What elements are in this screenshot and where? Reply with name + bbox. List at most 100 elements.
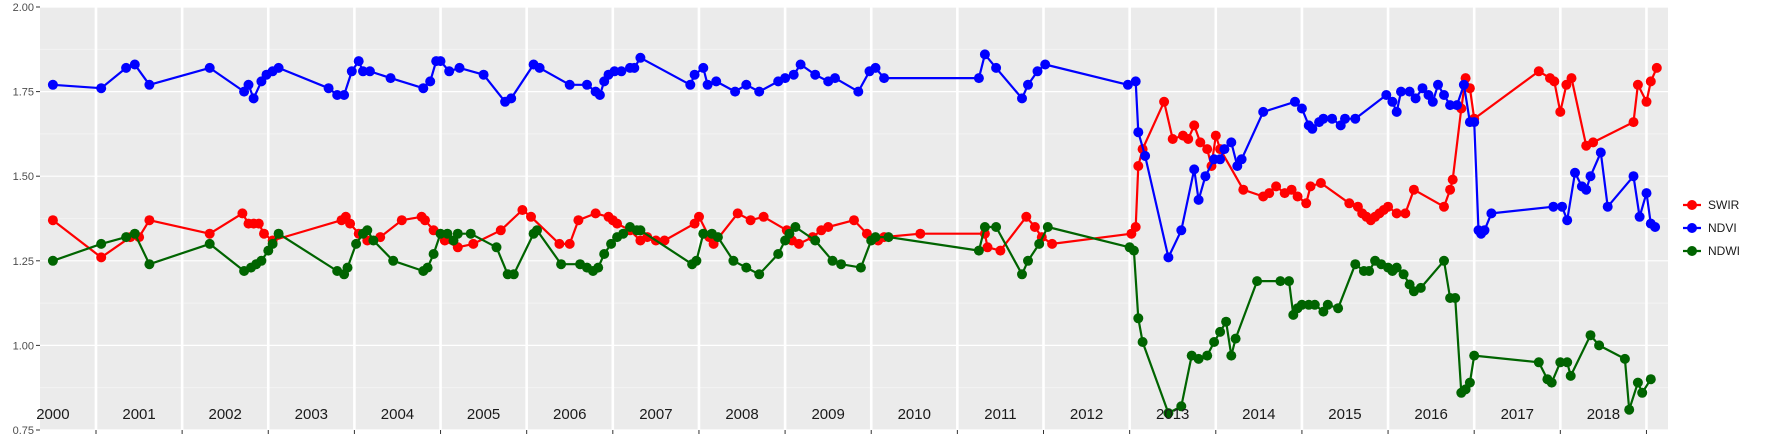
data-point-ndvi [1557, 201, 1568, 212]
data-point-ndwi [1209, 337, 1220, 347]
year-label: 2007 [639, 406, 672, 423]
data-point-ndwi [422, 262, 433, 273]
data-point-ndwi [606, 238, 617, 249]
data-point-ndvi [385, 73, 396, 84]
series-swir [47, 62, 1662, 263]
data-point-ndwi [1450, 293, 1461, 303]
data-point-swir [1549, 76, 1560, 87]
year-label: 2015 [1328, 406, 1361, 423]
data-point-swir [1167, 134, 1178, 144]
data-point-swir [694, 211, 704, 222]
data-point-swir [526, 211, 536, 222]
data-point-swir [1292, 191, 1303, 202]
data-point-ndwi [1275, 276, 1286, 287]
data-point-ndvi [1340, 113, 1350, 124]
data-point-ndwi [1284, 276, 1294, 287]
data-point-swir [345, 218, 356, 229]
data-point-ndwi [1137, 337, 1148, 347]
data-point-ndwi [1546, 377, 1557, 388]
y-tick-label: 1.00 [13, 340, 34, 352]
series-ndwi [47, 222, 1656, 419]
data-point-ndwi [1415, 282, 1426, 293]
data-point-ndwi [96, 238, 107, 249]
data-point-ndwi [855, 262, 866, 273]
data-point-swir [1400, 208, 1411, 219]
data-point-ndvi [1176, 225, 1187, 236]
data-point-swir [1383, 201, 1394, 212]
data-point-ndwi [635, 225, 646, 236]
data-point-swir [554, 238, 565, 249]
data-point-swir [1645, 76, 1656, 87]
data-point-ndvi [1396, 86, 1406, 97]
data-point-ndvi [1318, 113, 1329, 124]
data-point-ndvi [1296, 103, 1307, 114]
data-point-swir [47, 215, 58, 226]
data-point-ndwi [836, 259, 847, 270]
data-point-ndwi [1252, 276, 1263, 287]
data-point-ndwi [1439, 255, 1449, 266]
data-point-ndwi [1350, 259, 1361, 270]
data-point-swir [1555, 106, 1566, 117]
legend-key-point [1687, 223, 1697, 233]
data-point-swir [1189, 120, 1200, 131]
data-point-ndwi [121, 232, 132, 243]
data-point-swir [1271, 181, 1282, 192]
data-point-ndvi [444, 66, 455, 77]
data-point-ndwi [991, 222, 1002, 232]
data-point-swir [982, 242, 993, 253]
data-point-swir [1641, 96, 1652, 107]
year-label: 2011 [984, 406, 1016, 423]
data-point-ndwi [435, 228, 446, 239]
data-point-ndvi [1290, 96, 1300, 107]
data-point-ndwi [1215, 326, 1226, 337]
data-point-swir [590, 208, 601, 219]
data-point-swir [1286, 184, 1297, 195]
data-point-ndvi [204, 62, 215, 73]
year-labels: 2000 2001 2002 2003 2004 2005 2006 2007 2008 2009… [36, 406, 1620, 423]
data-point-ndvi [594, 90, 605, 100]
year-label: 2010 [898, 406, 931, 423]
data-point-ndvi [1641, 188, 1652, 199]
data-point-ndwi [593, 262, 604, 273]
data-point-ndwi [1226, 350, 1237, 361]
legend-item-ndwi: NDWI [1683, 244, 1740, 258]
y-tick-label: 1.25 [13, 256, 34, 268]
data-point-ndwi [1391, 262, 1402, 273]
data-point-ndvi [1581, 184, 1592, 195]
data-point-ndwi [1176, 401, 1187, 412]
series-ndvi [47, 49, 1661, 263]
data-point-ndwi [1632, 377, 1643, 388]
data-point-ndvi [711, 76, 722, 87]
data-point-ndvi [1628, 171, 1639, 182]
data-point-swir [1159, 96, 1170, 107]
data-point-ndwi [1202, 350, 1213, 361]
data-point-swir [1264, 188, 1275, 199]
data-point-swir [1029, 222, 1040, 232]
data-point-swir [1130, 222, 1141, 232]
data-point-ndvi [1562, 215, 1573, 226]
data-point-ndvi [1417, 83, 1428, 94]
year-label: 2001 [122, 406, 155, 423]
data-point-ndwi [1364, 266, 1375, 276]
data-point-ndvi [478, 69, 489, 80]
data-point-ndwi [442, 228, 453, 239]
data-point-ndwi [790, 222, 801, 232]
data-point-swir [573, 215, 584, 226]
data-point-ndvi [1193, 194, 1204, 205]
data-point-ndvi [418, 83, 429, 94]
data-point-ndwi [973, 245, 984, 256]
data-point-ndwi [351, 238, 362, 249]
data-point-swir [849, 215, 859, 226]
data-point-ndwi [1017, 269, 1027, 280]
data-point-ndvi [353, 56, 364, 67]
data-point-swir [793, 238, 804, 249]
data-point-swir [1210, 130, 1221, 141]
data-point-ndvi [1017, 93, 1027, 104]
year-label: 2017 [1501, 406, 1534, 423]
data-point-ndvi [1219, 144, 1230, 155]
data-point-ndwi [452, 228, 463, 239]
data-point-ndvi [1387, 96, 1398, 107]
data-point-ndvi [635, 52, 646, 63]
data-point-swir [1445, 184, 1456, 195]
